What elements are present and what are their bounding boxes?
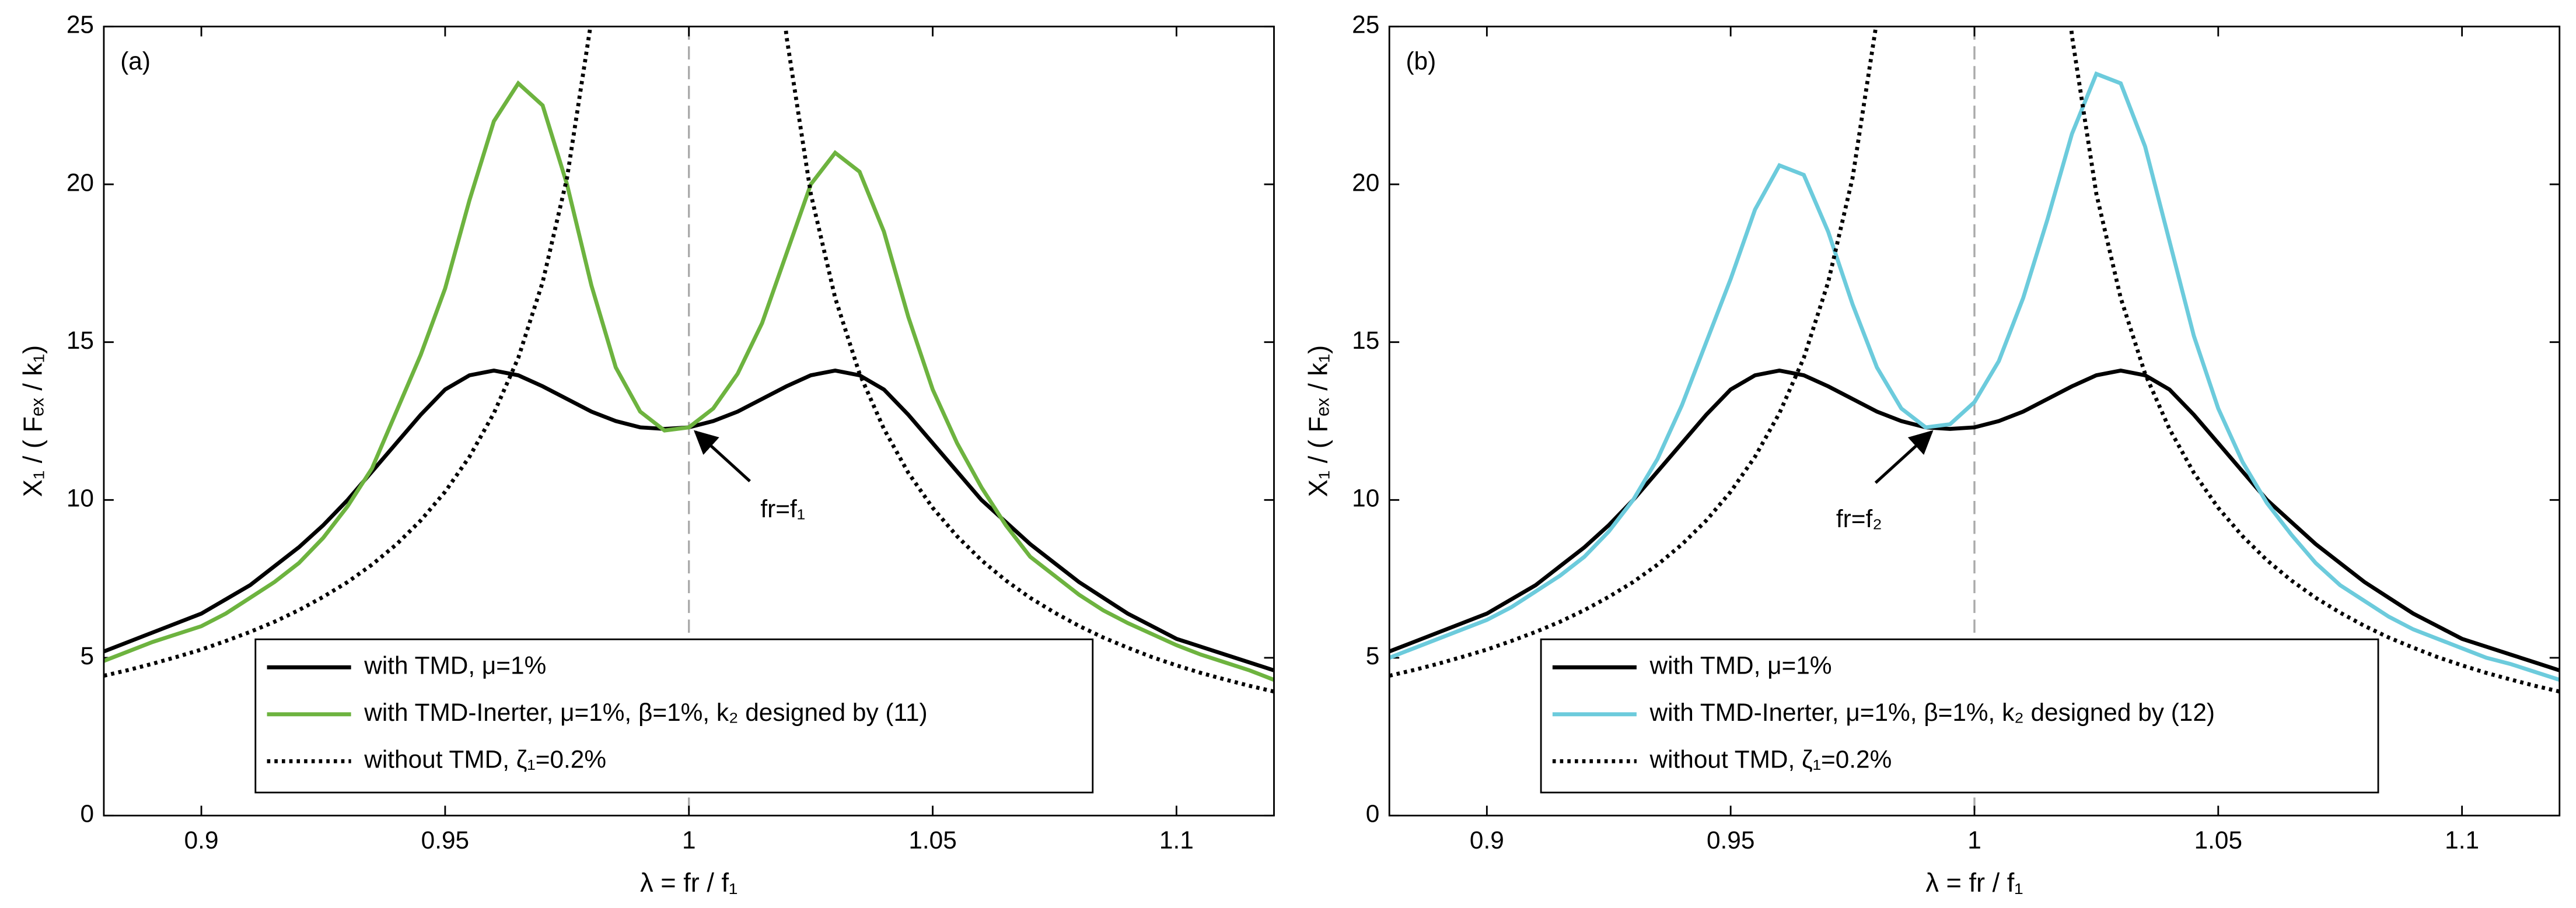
x-tick-label: 0.95 (421, 826, 469, 854)
annotation: fr=f₂ (1836, 505, 1882, 532)
y-tick-label: 0 (1366, 800, 1380, 828)
x-tick-label: 1.1 (1159, 826, 1194, 854)
series-line (1389, 71, 2560, 682)
y-tick-label: 5 (80, 642, 94, 669)
annotation: fr=f₁ (760, 495, 805, 523)
y-tick-label: 10 (1352, 484, 1379, 511)
x-tick-label: 1.1 (2445, 826, 2479, 854)
series-line (103, 80, 1274, 682)
x-tick-label: 0.9 (184, 826, 219, 854)
y-tick-label: 15 (1352, 327, 1379, 354)
y-tick-label: 20 (67, 169, 94, 196)
plot-frame (1388, 26, 2561, 816)
y-axis-label: X₁ / ( Fₑₓ / k₁) (1303, 345, 1333, 497)
x-axis-label: λ = fr / f₁ (640, 868, 738, 898)
annotation-arrow (694, 430, 751, 482)
legend-box (254, 638, 1094, 794)
x-tick-label: 1.05 (2194, 826, 2242, 854)
x-tick-label: 0.9 (1470, 826, 1504, 854)
legend-label: with TMD, μ=1% (1649, 651, 1832, 679)
panel-label: (a) (120, 47, 151, 75)
y-tick-label: 25 (1352, 11, 1379, 38)
y-tick-label: 15 (67, 327, 94, 354)
legend-label: without TMD, ζ₁=0.2% (363, 745, 606, 773)
plot-frame (103, 26, 1275, 816)
x-tick-label: 1 (682, 826, 696, 854)
y-tick-label: 0 (80, 800, 94, 828)
chart-panel: 0.9 0.95 1 1.05 1.1 0 5 10 15 20 25 (a) λ = fr / f₁ X… (18, 11, 1275, 898)
y-tick-label: 5 (1366, 642, 1380, 669)
legend-box (1540, 638, 2379, 794)
legend-label: with TMD-Inerter, μ=1%, β=1%, k₂ designe… (1649, 699, 2215, 726)
x-tick-label: 1 (1967, 826, 1981, 854)
y-tick-label: 20 (1352, 169, 1379, 196)
y-tick-label: 25 (67, 11, 94, 38)
y-axis-label: X₁ / ( Fₑₓ / k₁) (18, 345, 47, 497)
x-tick-label: 1.05 (908, 826, 956, 854)
annotation-arrow (1874, 430, 1934, 484)
panel-label: (b) (1406, 47, 1436, 75)
series-line (1389, 368, 2560, 672)
legend-label: with TMD, μ=1% (363, 651, 546, 679)
x-tick-label: 0.95 (1707, 826, 1754, 854)
x-axis-label: λ = fr / f₁ (1925, 868, 2023, 898)
legend-label: without TMD, ζ₁=0.2% (1649, 745, 1892, 773)
legend-label: with TMD-Inerter, μ=1%, β=1%, k₂ designe… (363, 699, 927, 726)
y-tick-label: 10 (67, 484, 94, 511)
chart-panel: 0.9 0.95 1 1.05 1.1 0 5 10 15 20 25 (b) λ = fr / f₁ X… (1303, 11, 2561, 898)
